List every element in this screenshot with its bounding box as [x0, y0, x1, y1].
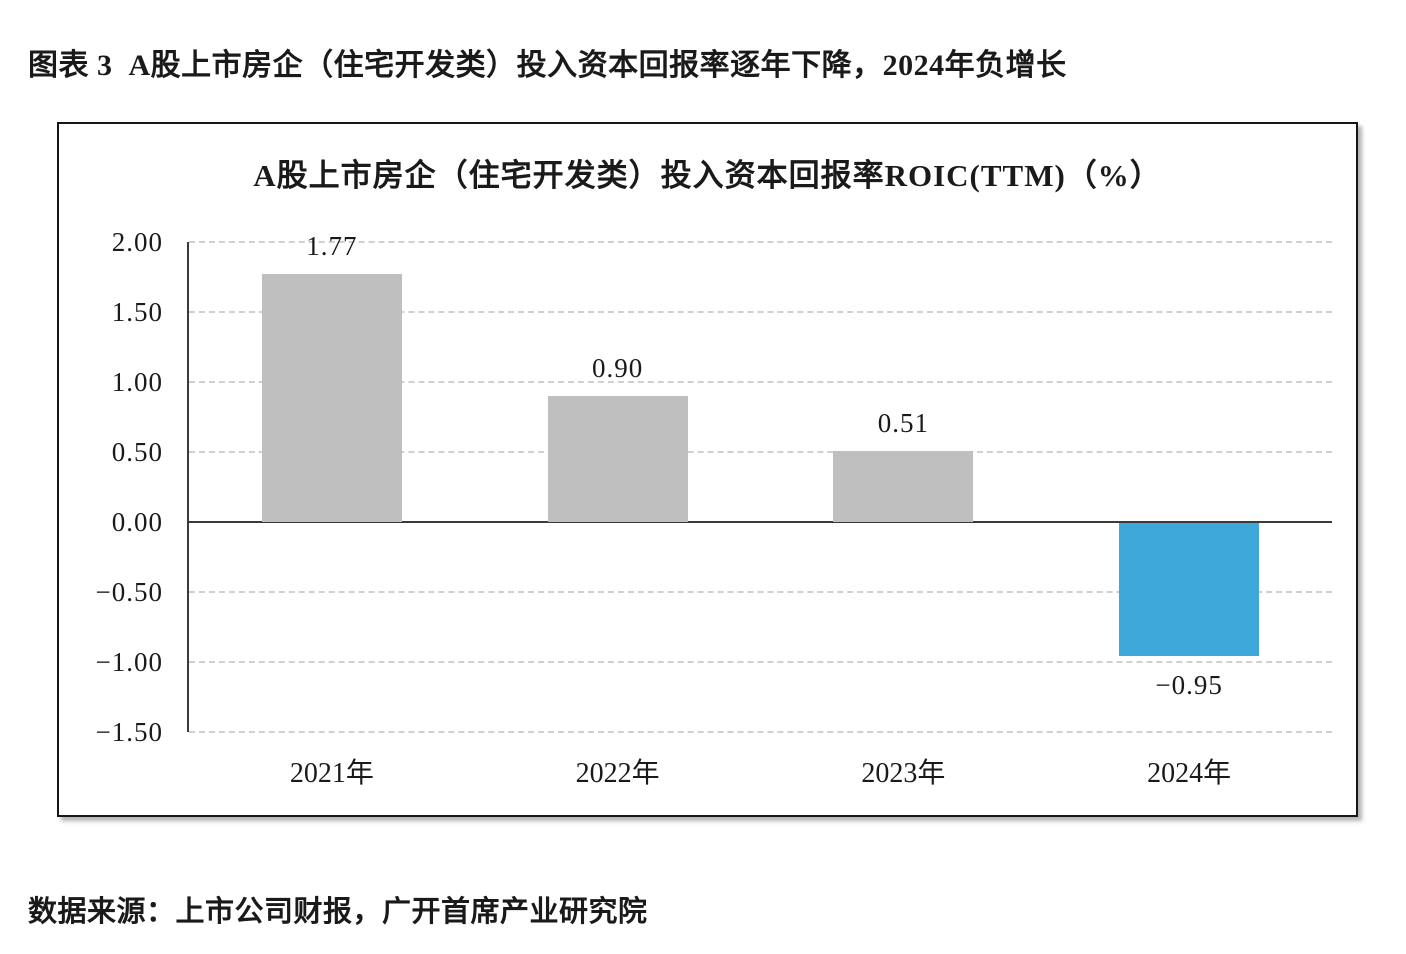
data-source-note: 数据来源：上市公司财报，广开首席产业研究院 [28, 896, 648, 928]
y-axis-tick-label: 1.00 [111, 367, 163, 397]
bar-2023 [833, 450, 974, 522]
x-axis-zero-line [187, 521, 1332, 523]
plot-area: 2.00 1.50 1.00 0.50 0.00 −0.50 −1.00 −1.50 1.77 2… [96, 227, 1332, 789]
gridline [189, 451, 1332, 453]
x-axis-label: 2024年 [1147, 758, 1232, 789]
gridline [189, 731, 1332, 733]
x-axis-label: 2021年 [289, 758, 374, 789]
y-axis-tick-label: −1.50 [95, 717, 163, 747]
y-axis-tick-label: 2.00 [111, 227, 163, 257]
bar-value-label: −0.95 [1155, 670, 1223, 700]
gridline [189, 381, 1332, 383]
y-axis-tick-label: −1.00 [95, 647, 163, 677]
bar-2024 [1119, 523, 1260, 656]
figure-caption: 图表 3 A股上市房企（住宅开发类）投入资本回报率逐年下降，2024年负增长 [28, 49, 1067, 83]
bar-2021 [261, 274, 402, 522]
bar-value-label: 1.77 [306, 231, 358, 262]
bar-value-label: 0.51 [877, 407, 929, 438]
bar-2022 [547, 396, 688, 522]
y-axis-line [187, 242, 189, 732]
y-axis-tick-label: −0.50 [95, 577, 163, 607]
gridline [189, 661, 1332, 663]
gridline [189, 311, 1332, 313]
chart-title: A股上市房企（住宅开发类）投入资本回报率ROIC(TTM)（%） [253, 158, 1162, 193]
y-axis-tick-label: 0.50 [111, 437, 163, 467]
x-axis-label: 2023年 [861, 758, 946, 789]
gridline [189, 591, 1332, 593]
y-axis-tick-label: 1.50 [111, 297, 163, 327]
bar-value-label: 0.90 [592, 353, 644, 383]
chart-panel: A股上市房企（住宅开发类）投入资本回报率ROIC(TTM)（%） 2.00 1.5… [57, 122, 1358, 817]
x-axis-label: 2022年 [575, 758, 660, 789]
gridline [189, 241, 1332, 243]
y-axis-tick-label: 0.00 [111, 507, 163, 537]
